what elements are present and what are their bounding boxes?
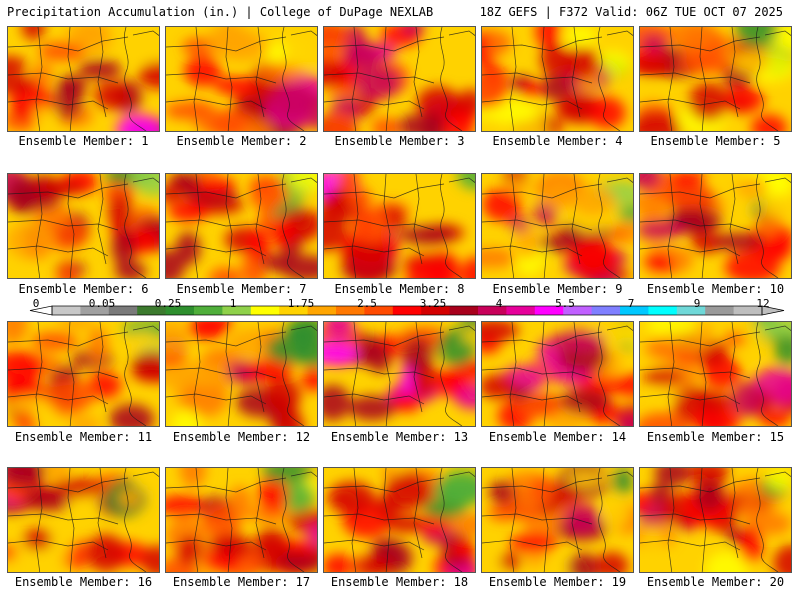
colorbar-swatch [449, 306, 479, 315]
colorbar-tick-label: 4 [495, 297, 503, 310]
ensemble-member-map[interactable] [7, 467, 160, 573]
colorbar-swatch [705, 306, 735, 315]
ensemble-member-label: Ensemble Member: 2 [176, 134, 307, 148]
colorbar-swatch [52, 306, 81, 315]
colorbar-tick-label: 3.25 [419, 297, 447, 310]
ensemble-member-label: Ensemble Member: 11 [14, 430, 153, 444]
ensemble-member-map[interactable] [7, 173, 160, 279]
ensemble-member-label: Ensemble Member: 9 [492, 282, 623, 296]
colorbar-tick-label: 9 [693, 297, 701, 310]
colorbar-swatch [478, 306, 507, 315]
colorbar-swatch [591, 306, 621, 315]
ensemble-member-label: Ensemble Member: 4 [492, 134, 623, 148]
colorbar-swatch [194, 306, 223, 315]
ensemble-member-map[interactable] [639, 173, 792, 279]
colorbar-tick-label: 1 [229, 297, 237, 310]
ensemble-member-label: Ensemble Member: 20 [646, 575, 785, 589]
colorbar-tick-label: 2.5 [357, 297, 377, 310]
colorbar-tick-label: 12 [756, 297, 770, 310]
ensemble-member-label: Ensemble Member: 5 [650, 134, 781, 148]
precip-colorbar [29, 305, 785, 316]
ensemble-member-label: Ensemble Member: 10 [646, 282, 785, 296]
ensemble-member-label: Ensemble Member: 3 [334, 134, 465, 148]
colorbar-swatch [165, 306, 195, 315]
colorbar-swatch [222, 306, 252, 315]
ensemble-member-map[interactable] [165, 467, 318, 573]
colorbar-swatch [392, 306, 422, 315]
colorbar-swatch [336, 306, 365, 315]
ensemble-member-map[interactable] [481, 321, 634, 427]
ensemble-member-map[interactable] [7, 26, 160, 132]
ensemble-member-map[interactable] [323, 173, 476, 279]
ensemble-member-label: Ensemble Member: 19 [488, 575, 627, 589]
colorbar-swatch [648, 306, 678, 315]
colorbar-swatch [506, 306, 536, 315]
colorbar-tick-label: 0 [32, 297, 40, 310]
colorbar-tick-label: 0.25 [154, 297, 182, 310]
colorbar-swatch [676, 306, 706, 315]
colorbar-swatch [421, 306, 451, 315]
ensemble-member-map[interactable] [323, 26, 476, 132]
ensemble-member-label: Ensemble Member: 18 [330, 575, 469, 589]
map-title: Precipitation Accumulation (in.) | Colle… [7, 5, 434, 19]
colorbar-swatch [80, 306, 110, 315]
ensemble-member-map[interactable] [7, 321, 160, 427]
colorbar-tick-label: 7 [627, 297, 635, 310]
ensemble-member-label: Ensemble Member: 15 [646, 430, 785, 444]
ensemble-member-label: Ensemble Member: 6 [18, 282, 149, 296]
ensemble-member-label: Ensemble Member: 16 [14, 575, 153, 589]
colorbar-swatch [307, 306, 337, 315]
ensemble-member-map[interactable] [639, 467, 792, 573]
colorbar-swatch [620, 306, 649, 315]
colorbar-tick-label: 0.05 [88, 297, 116, 310]
colorbar-swatch [733, 306, 763, 315]
ensemble-member-label: Ensemble Member: 14 [488, 430, 627, 444]
ensemble-member-map[interactable] [323, 321, 476, 427]
colorbar-swatch [563, 306, 593, 315]
ensemble-member-map[interactable] [481, 173, 634, 279]
run-valid-time: 18Z GEFS | F372 Valid: 06Z TUE OCT 07 20… [479, 5, 783, 19]
ensemble-member-label: Ensemble Member: 17 [172, 575, 311, 589]
ensemble-member-map[interactable] [639, 26, 792, 132]
ensemble-member-label: Ensemble Member: 8 [334, 282, 465, 296]
colorbar-tick-label: 5.5 [555, 297, 575, 310]
colorbar-swatch [250, 306, 280, 315]
ensemble-member-label: Ensemble Member: 1 [18, 134, 149, 148]
ensemble-member-map[interactable] [481, 26, 634, 132]
ensemble-member-label: Ensemble Member: 13 [330, 430, 469, 444]
ensemble-member-map[interactable] [481, 467, 634, 573]
ensemble-member-label: Ensemble Member: 7 [176, 282, 307, 296]
ensemble-member-map[interactable] [639, 321, 792, 427]
ensemble-member-map[interactable] [165, 173, 318, 279]
ensemble-member-map[interactable] [165, 321, 318, 427]
colorbar-swatch [364, 306, 394, 315]
colorbar-tick-label: 1.75 [287, 297, 315, 310]
colorbar-swatch [534, 306, 564, 315]
ensemble-member-label: Ensemble Member: 12 [172, 430, 311, 444]
ensemble-member-map[interactable] [323, 467, 476, 573]
colorbar-swatch [108, 306, 138, 315]
colorbar-swatch [137, 306, 167, 315]
colorbar-swatch [279, 306, 309, 315]
ensemble-member-map[interactable] [165, 26, 318, 132]
